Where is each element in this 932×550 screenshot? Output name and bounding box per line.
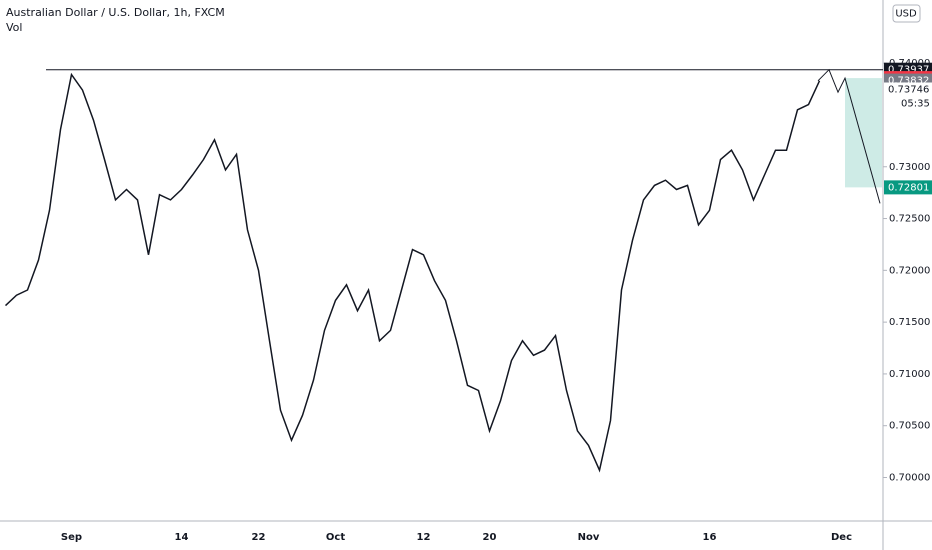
target-zone (845, 78, 882, 188)
y-tick-label: 0.72000 (889, 265, 930, 276)
currency-label[interactable]: USD (895, 9, 917, 20)
y-tick-label: 0.73000 (889, 162, 930, 173)
y-tick-label: 0.71000 (889, 369, 930, 380)
projection-arrow (817, 68, 881, 204)
chart-title: Australian Dollar / U.S. Dollar, 1h, FXC… (6, 6, 225, 19)
x-tick-label: Oct (326, 532, 345, 543)
price-label-box (884, 180, 932, 195)
countdown: 05:35 (901, 98, 930, 109)
x-tick-label: 22 (252, 532, 266, 543)
price-line (4, 72, 821, 473)
price-label-box (884, 82, 932, 97)
volume-label: Vol (6, 21, 22, 34)
x-tick-label: 20 (483, 532, 497, 543)
price-label: 0.73746 (888, 84, 929, 95)
x-tick-label: Nov (578, 532, 600, 543)
price-label: 0.72801 (888, 182, 929, 193)
y-tick-label: 0.72500 (889, 214, 930, 225)
x-tick-label: 12 (417, 532, 431, 543)
y-tick-label: 0.70000 (889, 472, 930, 483)
y-tick-label: 0.71500 (889, 317, 930, 328)
y-tick-label: 0.70500 (889, 421, 930, 432)
x-tick-label: 16 (703, 532, 717, 543)
x-tick-label: Dec (831, 532, 852, 543)
price-label: 0.73937 (888, 65, 929, 76)
currency-button[interactable] (892, 4, 921, 23)
x-tick-label: 14 (175, 532, 189, 543)
price-label: 0.73832 (888, 76, 929, 87)
x-tick-label: Sep (61, 532, 82, 543)
